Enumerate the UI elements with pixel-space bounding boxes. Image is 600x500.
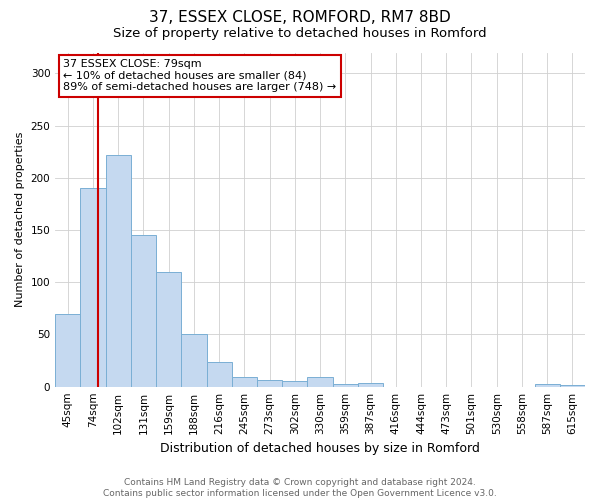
Text: Size of property relative to detached houses in Romford: Size of property relative to detached ho… <box>113 28 487 40</box>
Bar <box>181 334 206 386</box>
Text: 37, ESSEX CLOSE, ROMFORD, RM7 8BD: 37, ESSEX CLOSE, ROMFORD, RM7 8BD <box>149 10 451 25</box>
Bar <box>535 384 560 386</box>
Bar <box>332 384 358 386</box>
Bar <box>206 362 232 386</box>
X-axis label: Distribution of detached houses by size in Romford: Distribution of detached houses by size … <box>160 442 480 455</box>
Bar <box>131 236 156 386</box>
Bar <box>257 380 282 386</box>
Bar <box>358 382 383 386</box>
Text: Contains HM Land Registry data © Crown copyright and database right 2024.
Contai: Contains HM Land Registry data © Crown c… <box>103 478 497 498</box>
Bar <box>80 188 106 386</box>
Bar <box>55 314 80 386</box>
Bar <box>307 378 332 386</box>
Bar <box>106 155 131 386</box>
Y-axis label: Number of detached properties: Number of detached properties <box>15 132 25 308</box>
Bar <box>156 272 181 386</box>
Text: 37 ESSEX CLOSE: 79sqm
← 10% of detached houses are smaller (84)
89% of semi-deta: 37 ESSEX CLOSE: 79sqm ← 10% of detached … <box>63 59 337 92</box>
Bar <box>282 382 307 386</box>
Bar <box>232 378 257 386</box>
Bar <box>560 384 585 386</box>
